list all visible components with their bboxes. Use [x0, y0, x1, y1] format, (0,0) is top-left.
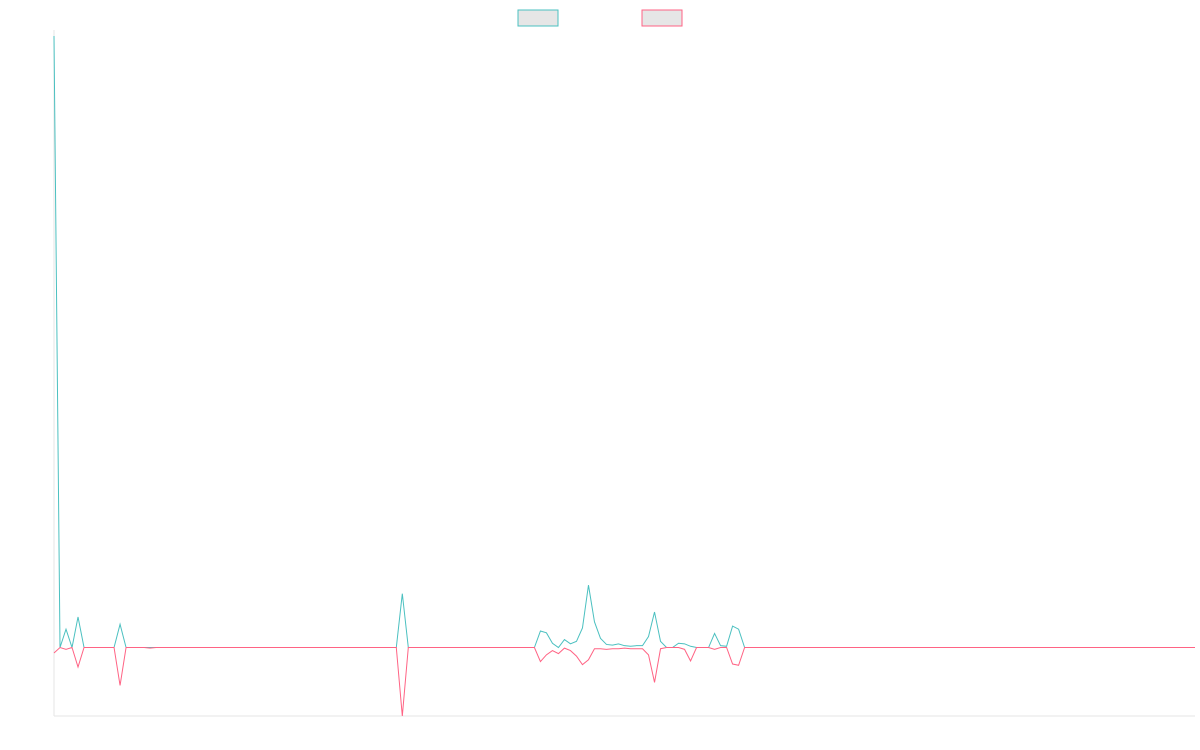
axes: [53, 30, 1195, 717]
legend: [517, 9, 683, 27]
legend-swatch-2[interactable]: [641, 9, 683, 27]
series-line-2: [53, 646, 1195, 717]
legend-swatch-1[interactable]: [517, 9, 559, 27]
series-layer: [53, 35, 1195, 717]
series-line-1: [53, 35, 1195, 650]
